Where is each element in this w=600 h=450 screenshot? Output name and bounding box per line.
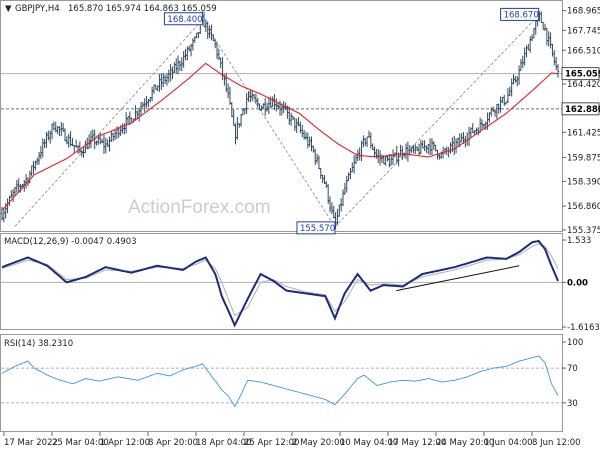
watermark-text: ActionForex.com	[128, 197, 271, 218]
rsi-line	[1, 355, 559, 408]
rsi-tick-label: 100	[567, 338, 583, 348]
x-tick-label: 8 Jun 12:00	[532, 438, 581, 448]
price-tick-label: 159.875	[567, 153, 600, 163]
swing-high-1-label: 168.400	[163, 12, 203, 26]
price-tag-value: 162.880	[565, 105, 600, 115]
swing-low-box	[296, 221, 336, 235]
rsi-title: RSI(14) 38.2310	[4, 339, 73, 349]
x-tick-label: 25 Apr 12:00	[244, 438, 299, 448]
x-tick-label: 10 May 04:00	[340, 438, 398, 448]
price-tick-label: 161.425	[567, 128, 600, 138]
macd-trend-line	[396, 265, 520, 292]
price-tick-label: 158.390	[567, 177, 600, 187]
price-tag-box	[561, 67, 600, 81]
x-tick-label: 24 May 20:00	[436, 438, 494, 448]
price-bars	[0, 9, 560, 230]
swing-low-value: 155.570	[300, 224, 335, 234]
swing-high-2-label: 168.670	[500, 7, 540, 21]
x-tick-label: 17 May 12:00	[388, 438, 446, 448]
price-tick-label: 168.965	[567, 7, 600, 17]
x-tick-label: 1 Apr 12:00	[100, 438, 150, 448]
macd-y-axis: 1.533 0.00 -1.6163	[562, 236, 600, 333]
macd-tick-label: 1.533	[567, 236, 591, 246]
collapse-arrow-icon[interactable]: ▼	[5, 4, 12, 14]
price-bar	[556, 64, 560, 78]
x-tick-label: 1 Jun 04:00	[484, 438, 533, 448]
swing-low-label: 155.570	[296, 221, 336, 235]
price-tick-label: 156.860	[567, 202, 600, 212]
trend-line-up-2	[334, 15, 539, 228]
trend-line-down	[202, 19, 336, 228]
macd-signal-line	[1, 243, 559, 317]
ohlc-values-label: 165.870 165.974 164.863 165.059	[68, 4, 217, 14]
price-tick-label: 155.375	[567, 226, 600, 236]
price-tick-label: 166.510	[567, 46, 600, 56]
x-tick-label: 17 Mar 2022	[4, 438, 58, 448]
price-panel-frame	[0, 0, 563, 232]
swing-high-2-box	[500, 7, 540, 21]
macd-panel-frame	[0, 233, 563, 330]
x-tick-label: 18 Apr 04:00	[196, 438, 251, 448]
swing-high-1-value: 168.400	[167, 15, 202, 25]
x-tick-label: 2 May 20:00	[292, 438, 345, 448]
moving-average-line	[1, 62, 559, 211]
price-tag-value: 165.059	[565, 70, 600, 80]
macd-title: MACD(12,26,9) -0.0047 0.4903	[4, 237, 137, 247]
symbol-timeframe-label: GBPJPY,H4	[15, 4, 60, 14]
x-tick-label: 8 Apr 20:00	[148, 438, 198, 448]
rsi-tick-label: 30	[567, 399, 578, 409]
macd-tick-label: 0.00	[567, 278, 588, 288]
trend-line-up	[14, 19, 203, 227]
rsi-panel-frame	[0, 334, 563, 432]
swing-high-2-value: 168.670	[504, 10, 539, 20]
x-tick-label: 25 Mar 04:00	[52, 438, 109, 448]
rsi-tick-label: 70	[567, 364, 578, 374]
current-price-tag: 165.059 162.880	[561, 67, 600, 116]
swing-high-1-box	[163, 12, 203, 26]
macd-main-line	[1, 239, 559, 328]
price-tick-label: 164.420	[567, 80, 600, 90]
rsi-y-axis: 100 70 30	[562, 338, 583, 409]
price-tag-box	[561, 102, 600, 116]
price-tick-label: 167.745	[567, 26, 600, 36]
macd-tick-label: -1.6163	[567, 323, 600, 333]
